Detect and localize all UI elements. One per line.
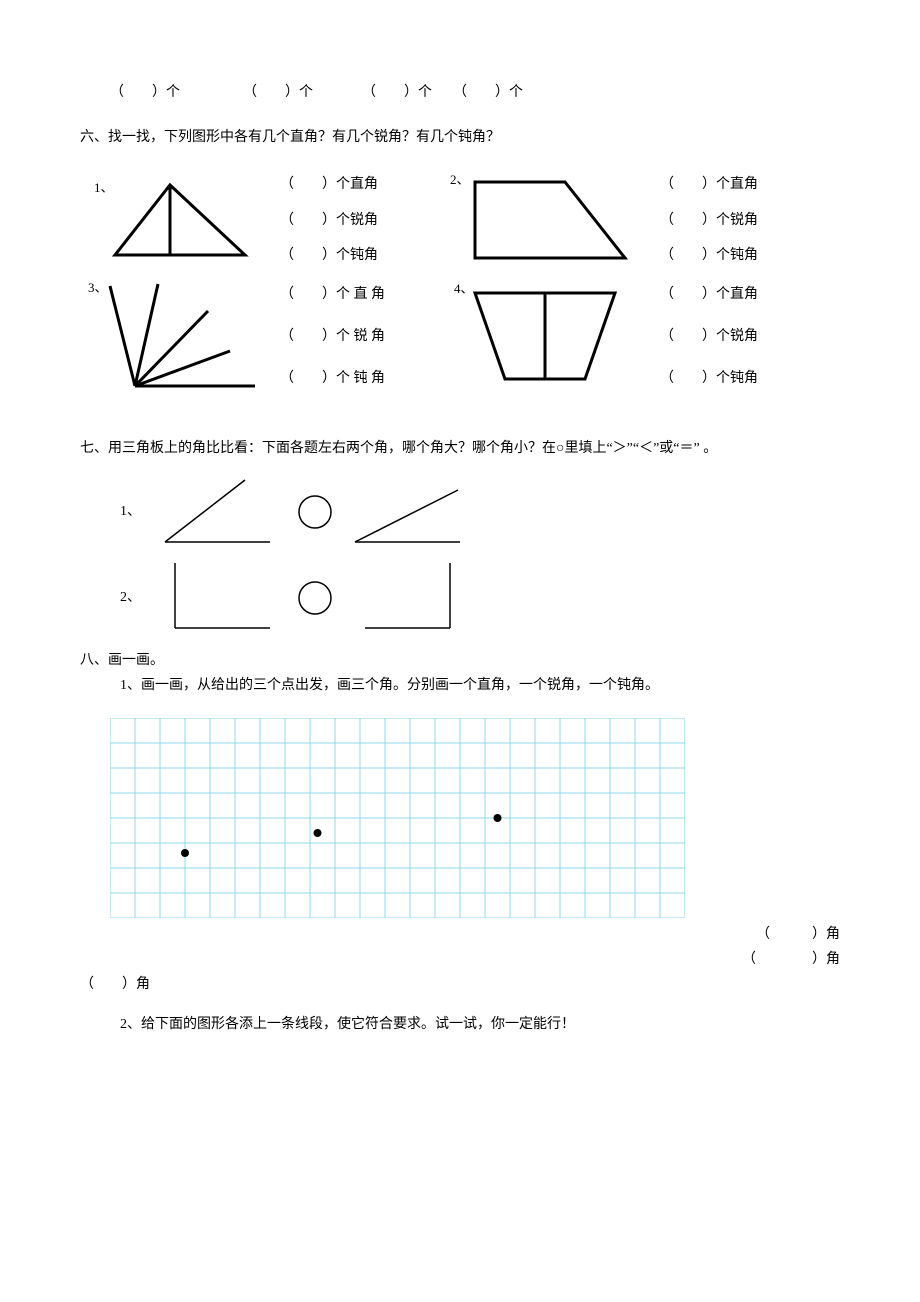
q6-1-obtuse[interactable]: （ ）个钝角 <box>280 243 460 268</box>
angle-label-3[interactable]: （ ）角 <box>80 977 150 992</box>
q7-circle-2[interactable] <box>290 573 340 623</box>
q6-num-2: 2、 <box>450 168 470 191</box>
q7-item-1: 1、 <box>120 499 150 524</box>
shape-trapezoid2 <box>460 281 640 391</box>
q6-num-3: 3、 <box>88 276 108 299</box>
q6-2-right[interactable]: （ ）个直角 <box>660 172 840 197</box>
q6-3-acute[interactable]: （ ）个 锐 角 <box>280 324 460 349</box>
section7-heading: 七、用三角板上的角比比看：下面各题左右两个角，哪个角大？哪个角小？在○里填上“＞… <box>80 436 840 461</box>
q7-angle-1-right <box>340 472 480 552</box>
q6-2-obtuse[interactable]: （ ）个钝角 <box>660 243 840 268</box>
q7-circle-1[interactable] <box>290 487 340 537</box>
q6-1-acute[interactable]: （ ）个锐角 <box>280 208 460 233</box>
q6-4-acute[interactable]: （ ）个锐角 <box>660 324 840 349</box>
section6-heading: 六、找一找，下列图形中各有几个直角？有几个锐角？有几个钝角？ <box>80 125 840 150</box>
angle-label-2[interactable]: （ ）角 <box>742 947 840 972</box>
q7-item-2: 2、 <box>120 585 150 610</box>
q6-3-right[interactable]: （ ）个 直 角 <box>280 282 460 307</box>
q6-num-1: 1、 <box>94 176 114 199</box>
shape-trapezoid <box>460 170 640 270</box>
section8-q1: 1、画一画，从给出的三个点出发，画三个角。分别画一个直角，一个锐角，一个钝角。 <box>80 673 840 698</box>
q6-3-obtuse[interactable]: （ ）个 钝 角 <box>280 366 460 391</box>
drawing-grid-wrap <box>110 718 840 918</box>
q6-4-right[interactable]: （ ）个直角 <box>660 282 840 307</box>
section5-blanks: （ ）个 （ ）个 （ ）个 （ ）个 <box>110 85 523 100</box>
section8-q2: 2、给下面的图形各添上一条线段，使它符合要求。试一试，你一定能行！ <box>80 1012 840 1037</box>
q6-1-right[interactable]: （ ）个直角 <box>280 172 460 197</box>
q7-angle-1-left <box>150 472 290 552</box>
q6-4-obtuse[interactable]: （ ）个钝角 <box>660 366 840 391</box>
q7-angle-2-right <box>340 558 480 638</box>
q7-angle-2-left <box>150 558 290 638</box>
q6-num-4: 4、 <box>454 277 474 300</box>
angle-label-1[interactable]: （ ）角 <box>756 922 840 947</box>
q6-2-acute[interactable]: （ ）个锐角 <box>660 208 840 233</box>
drawing-grid[interactable] <box>110 718 685 918</box>
section8-heading: 八、画一画。 <box>80 648 840 673</box>
